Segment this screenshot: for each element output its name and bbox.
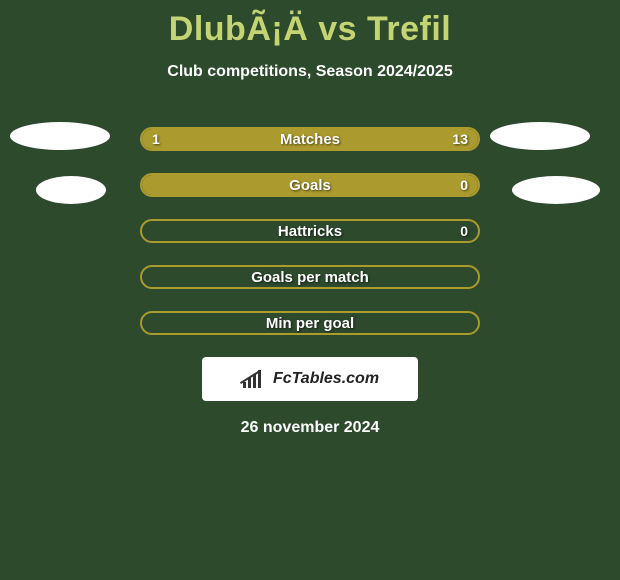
page-subtitle: Club competitions, Season 2024/2025: [0, 63, 620, 81]
stat-row: Goals per match: [140, 265, 480, 289]
stat-label: Min per goal: [142, 313, 478, 333]
attribution-text: FcTables.com: [273, 370, 379, 388]
team-badge-left-2: [36, 176, 106, 204]
stats-container: Matches113Goals0Hattricks0Goals per matc…: [140, 127, 480, 335]
team-badge-left-1: [10, 122, 110, 150]
team-badge-right-1: [490, 122, 590, 150]
attribution-badge[interactable]: FcTables.com: [202, 357, 418, 401]
stat-row: Min per goal: [140, 311, 480, 335]
stat-row: Goals0: [140, 173, 480, 197]
stat-value-right: 13: [452, 129, 468, 149]
stat-label: Goals per match: [142, 267, 478, 287]
stat-value-right: 0: [460, 175, 468, 195]
team-badge-right-2: [512, 176, 600, 204]
stat-label: Goals: [142, 175, 478, 195]
stat-value-left: 1: [152, 129, 160, 149]
stat-value-right: 0: [460, 221, 468, 241]
stat-row: Hattricks0: [140, 219, 480, 243]
page-title: DlubÃ¡Ä vs Trefil: [0, 0, 620, 49]
stat-label: Matches: [142, 129, 478, 149]
stat-label: Hattricks: [142, 221, 478, 241]
chart-icon: [241, 370, 267, 388]
date-label: 26 november 2024: [0, 419, 620, 437]
stat-row: Matches1 13: [140, 127, 480, 151]
